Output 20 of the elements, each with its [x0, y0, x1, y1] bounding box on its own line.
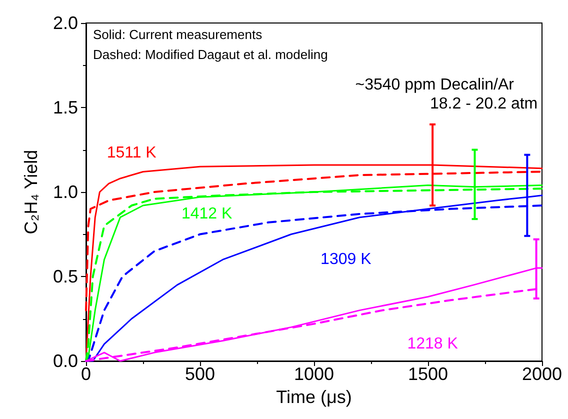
series-label: 1309 K — [320, 251, 372, 268]
annotation: 18.2 - 20.2 atm — [430, 96, 538, 112]
annotation: ~3540 ppm Decalin/Ar — [355, 76, 515, 94]
y-tick-label: 1.5 — [52, 98, 78, 118]
x-tick-label: 2000 — [522, 364, 562, 384]
y-tick-label: 1.0 — [52, 182, 78, 202]
y-axis-title: C₂H₄ Yield — [21, 150, 41, 234]
x-tick-label: 1000 — [294, 364, 334, 384]
annotation: Dashed: Modified Dagaut et al. modeling — [93, 47, 328, 62]
text: 1218 K — [407, 336, 458, 353]
x-axis-title: Time (μs) — [276, 386, 352, 407]
series-label: 1511 K — [106, 144, 157, 162]
y-tick-label: 2.0 — [52, 13, 78, 33]
x-tick-label: 1500 — [408, 364, 448, 384]
series-label: 1412 K — [181, 205, 233, 222]
y-tick-label: 0.0 — [52, 351, 78, 371]
x-tick-label: 500 — [184, 364, 216, 384]
x-tick-label: 0 — [80, 364, 92, 384]
annotation: Solid: Current measurements — [93, 27, 263, 42]
y-tick-label: 0.5 — [52, 266, 78, 286]
